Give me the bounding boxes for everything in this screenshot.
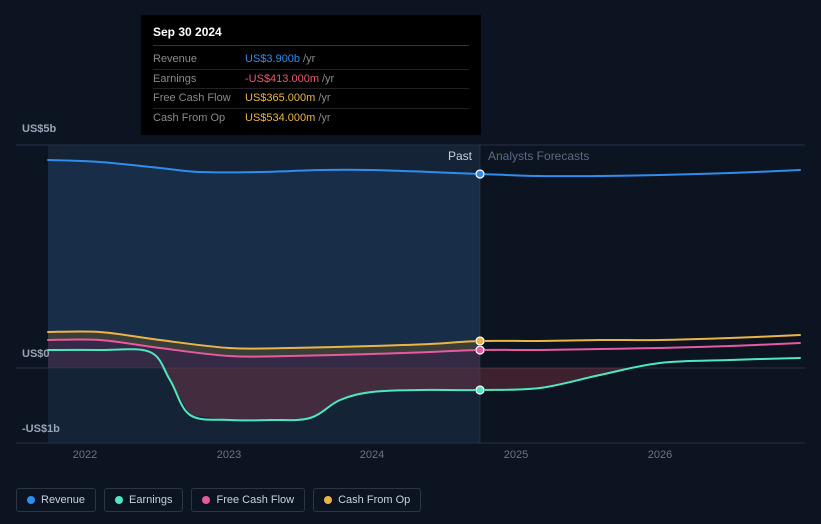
y-axis-label: US$0 <box>22 348 50 360</box>
tooltip-row: RevenueUS$3.900b/yr <box>153 50 469 70</box>
legend-item[interactable]: Earnings <box>104 488 183 512</box>
tooltip-label: Earnings <box>153 71 245 88</box>
tooltip-unit: /yr <box>318 110 330 127</box>
legend-label: Cash From Op <box>338 494 410 506</box>
legend-label: Free Cash Flow <box>216 494 294 506</box>
x-axis-label: 2026 <box>648 449 672 461</box>
x-axis-label: 2024 <box>360 449 384 461</box>
past-label: Past <box>448 149 473 163</box>
tooltip-unit: /yr <box>318 90 330 107</box>
tooltip-row: Earnings-US$413.000m/yr <box>153 70 469 90</box>
tooltip-label: Cash From Op <box>153 110 245 127</box>
y-axis-label: -US$1b <box>22 423 60 435</box>
legend-label: Earnings <box>129 494 172 506</box>
tooltip-label: Free Cash Flow <box>153 90 245 107</box>
chart-tooltip: Sep 30 2024 RevenueUS$3.900b/yrEarnings-… <box>141 15 481 135</box>
tooltip-value: -US$413.000m <box>245 71 319 88</box>
tooltip-row: Free Cash FlowUS$365.000m/yr <box>153 89 469 109</box>
tooltip-value: US$365.000m <box>245 90 315 107</box>
tooltip-row: Cash From OpUS$534.000m/yr <box>153 109 469 128</box>
x-axis-label: 2022 <box>73 449 97 461</box>
legend-dot-icon <box>27 496 35 504</box>
chart-legend: Revenue Earnings Free Cash Flow Cash From O… <box>16 488 421 512</box>
tooltip-date: Sep 30 2024 <box>153 23 469 46</box>
x-axis-label: 2025 <box>504 449 528 461</box>
legend-dot-icon <box>324 496 332 504</box>
legend-item[interactable]: Free Cash Flow <box>191 488 305 512</box>
legend-label: Revenue <box>41 494 85 506</box>
legend-item[interactable]: Cash From Op <box>313 488 421 512</box>
tooltip-unit: /yr <box>322 71 334 88</box>
tooltip-unit: /yr <box>303 51 315 68</box>
x-axis-label: 2023 <box>217 449 241 461</box>
tooltip-value: US$534.000m <box>245 110 315 127</box>
tooltip-value: US$3.900b <box>245 51 300 68</box>
tooltip-label: Revenue <box>153 51 245 68</box>
legend-dot-icon <box>115 496 123 504</box>
forecast-label: Analysts Forecasts <box>488 149 589 163</box>
y-axis-label: US$5b <box>22 123 57 135</box>
legend-item[interactable]: Revenue <box>16 488 96 512</box>
legend-dot-icon <box>202 496 210 504</box>
